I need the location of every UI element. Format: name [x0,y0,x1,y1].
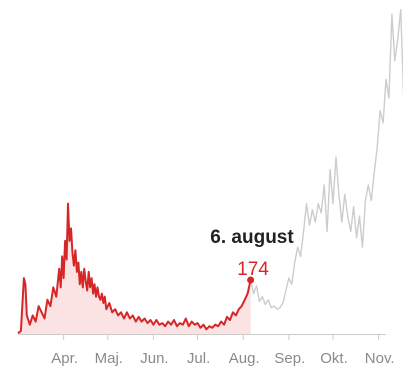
annotation-value: 174 [237,259,269,280]
x-tick-label: Jun. [140,350,168,367]
x-tick-label: Sep. [274,350,305,367]
x-tick-label: Aug. [229,350,260,367]
series-line-highlight [17,202,252,335]
x-tick-label: Apr. [51,350,78,367]
plot-area [17,8,403,335]
annotation: 6. august 174 [210,227,294,284]
annotation-point [247,276,255,284]
annotation-date: 6. august [210,227,294,248]
x-tick-label: Nov. [365,350,395,367]
highlight-area [18,203,251,334]
x-tick-label: Maj. [95,350,123,367]
series-line-later [249,8,403,310]
x-axis: Apr. Maj. Jun. Jul. Aug. Sep. Okt. Nov. [18,334,395,367]
x-tick-label: Okt. [320,350,348,367]
x-tick-label: Jul. [187,350,210,367]
